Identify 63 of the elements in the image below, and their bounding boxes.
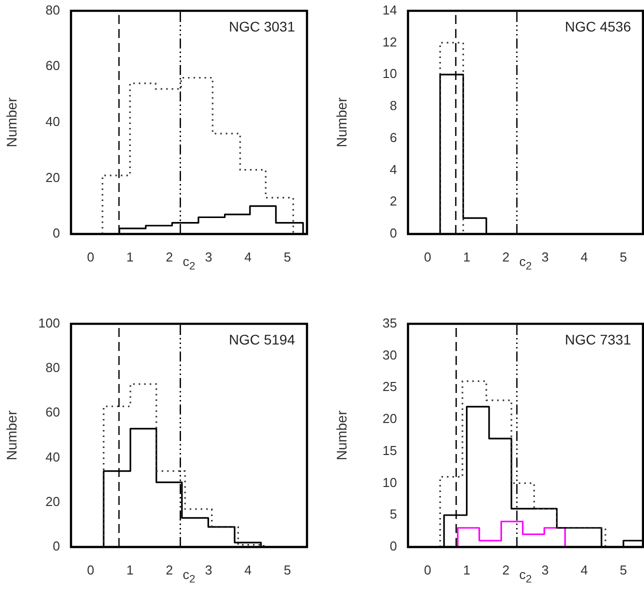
x-tick-label: 5 <box>620 562 628 578</box>
y-tick-label: 14 <box>382 2 397 18</box>
x-axis-title: c$_{2}$ <box>519 567 532 586</box>
x-tick-label: 5 <box>620 249 628 264</box>
y-tick-label: 60 <box>46 404 60 420</box>
y-tick-label: 6 <box>390 130 397 145</box>
y-tick-label: 35 <box>382 315 397 330</box>
y-tick-label: 12 <box>382 34 397 50</box>
y-tick-label: 30 <box>382 347 397 362</box>
x-tick-label: 0 <box>424 562 432 578</box>
x-tick-label: 2 <box>166 249 173 264</box>
y-axis-title: Number <box>333 97 350 148</box>
x-tick-label: 4 <box>580 249 588 264</box>
annotation: NGC 5194 <box>228 332 296 348</box>
x-tick-label: 5 <box>284 562 291 578</box>
y-axis-title: Number <box>3 97 20 148</box>
x-tick-label: 2 <box>502 249 510 264</box>
x-axis-title: c$_{2}$ <box>519 254 532 273</box>
y-axis-title: Number <box>333 410 350 460</box>
x-axis-title: c$_{2}$ <box>182 254 196 273</box>
y-tick-label: 20 <box>46 170 60 185</box>
x-tick-label: 4 <box>244 562 252 578</box>
y-tick-label: 40 <box>46 449 60 464</box>
y-tick-label: 60 <box>46 58 60 74</box>
x-tick-label: 4 <box>244 249 252 264</box>
y-tick-label: 40 <box>46 114 60 129</box>
y-tick-label: 0 <box>390 226 397 241</box>
annotation: NGC 4536 <box>564 18 632 35</box>
y-tick-label: 80 <box>46 360 60 376</box>
x-tick-label: 3 <box>205 249 212 264</box>
x-tick-label: 1 <box>463 249 470 264</box>
y-tick-label: 0 <box>390 538 397 554</box>
y-tick-label: 80 <box>46 2 60 18</box>
y-tick-label: 5 <box>390 506 397 522</box>
y-tick-label: 20 <box>382 411 397 426</box>
y-tick-label: 20 <box>46 494 60 509</box>
y-tick-label: 10 <box>382 474 397 490</box>
x-tick-label: 1 <box>126 562 134 578</box>
y-tick-label: 4 <box>390 162 397 177</box>
x-tick-label: 0 <box>424 249 432 264</box>
y-tick-label: 15 <box>382 442 397 458</box>
x-tick-label: 3 <box>205 562 212 578</box>
x-tick-label: 1 <box>126 249 134 264</box>
y-tick-label: 0 <box>52 226 60 241</box>
x-tick-label: 0 <box>87 249 94 264</box>
y-tick-label: 0 <box>52 538 60 554</box>
x-tick-label: 2 <box>502 562 510 578</box>
x-tick-label: 3 <box>541 249 549 264</box>
x-tick-label: 1 <box>463 562 470 578</box>
x-tick-label: 5 <box>284 249 291 264</box>
y-tick-label: 10 <box>382 66 397 82</box>
y-tick-label: 2 <box>390 194 397 209</box>
x-tick-label: 2 <box>166 562 173 578</box>
y-tick-label: 8 <box>390 98 397 114</box>
x-tick-label: 0 <box>87 562 94 578</box>
x-tick-label: 4 <box>580 562 588 578</box>
annotation: NGC 3031 <box>228 18 296 35</box>
y-axis-title: Number <box>3 410 20 460</box>
x-tick-label: 3 <box>541 562 549 578</box>
y-tick-label: 25 <box>382 379 397 394</box>
annotation: NGC 7331 <box>564 332 632 348</box>
y-tick-label: 100 <box>38 315 60 330</box>
x-axis-title: c$_{2}$ <box>182 567 196 586</box>
